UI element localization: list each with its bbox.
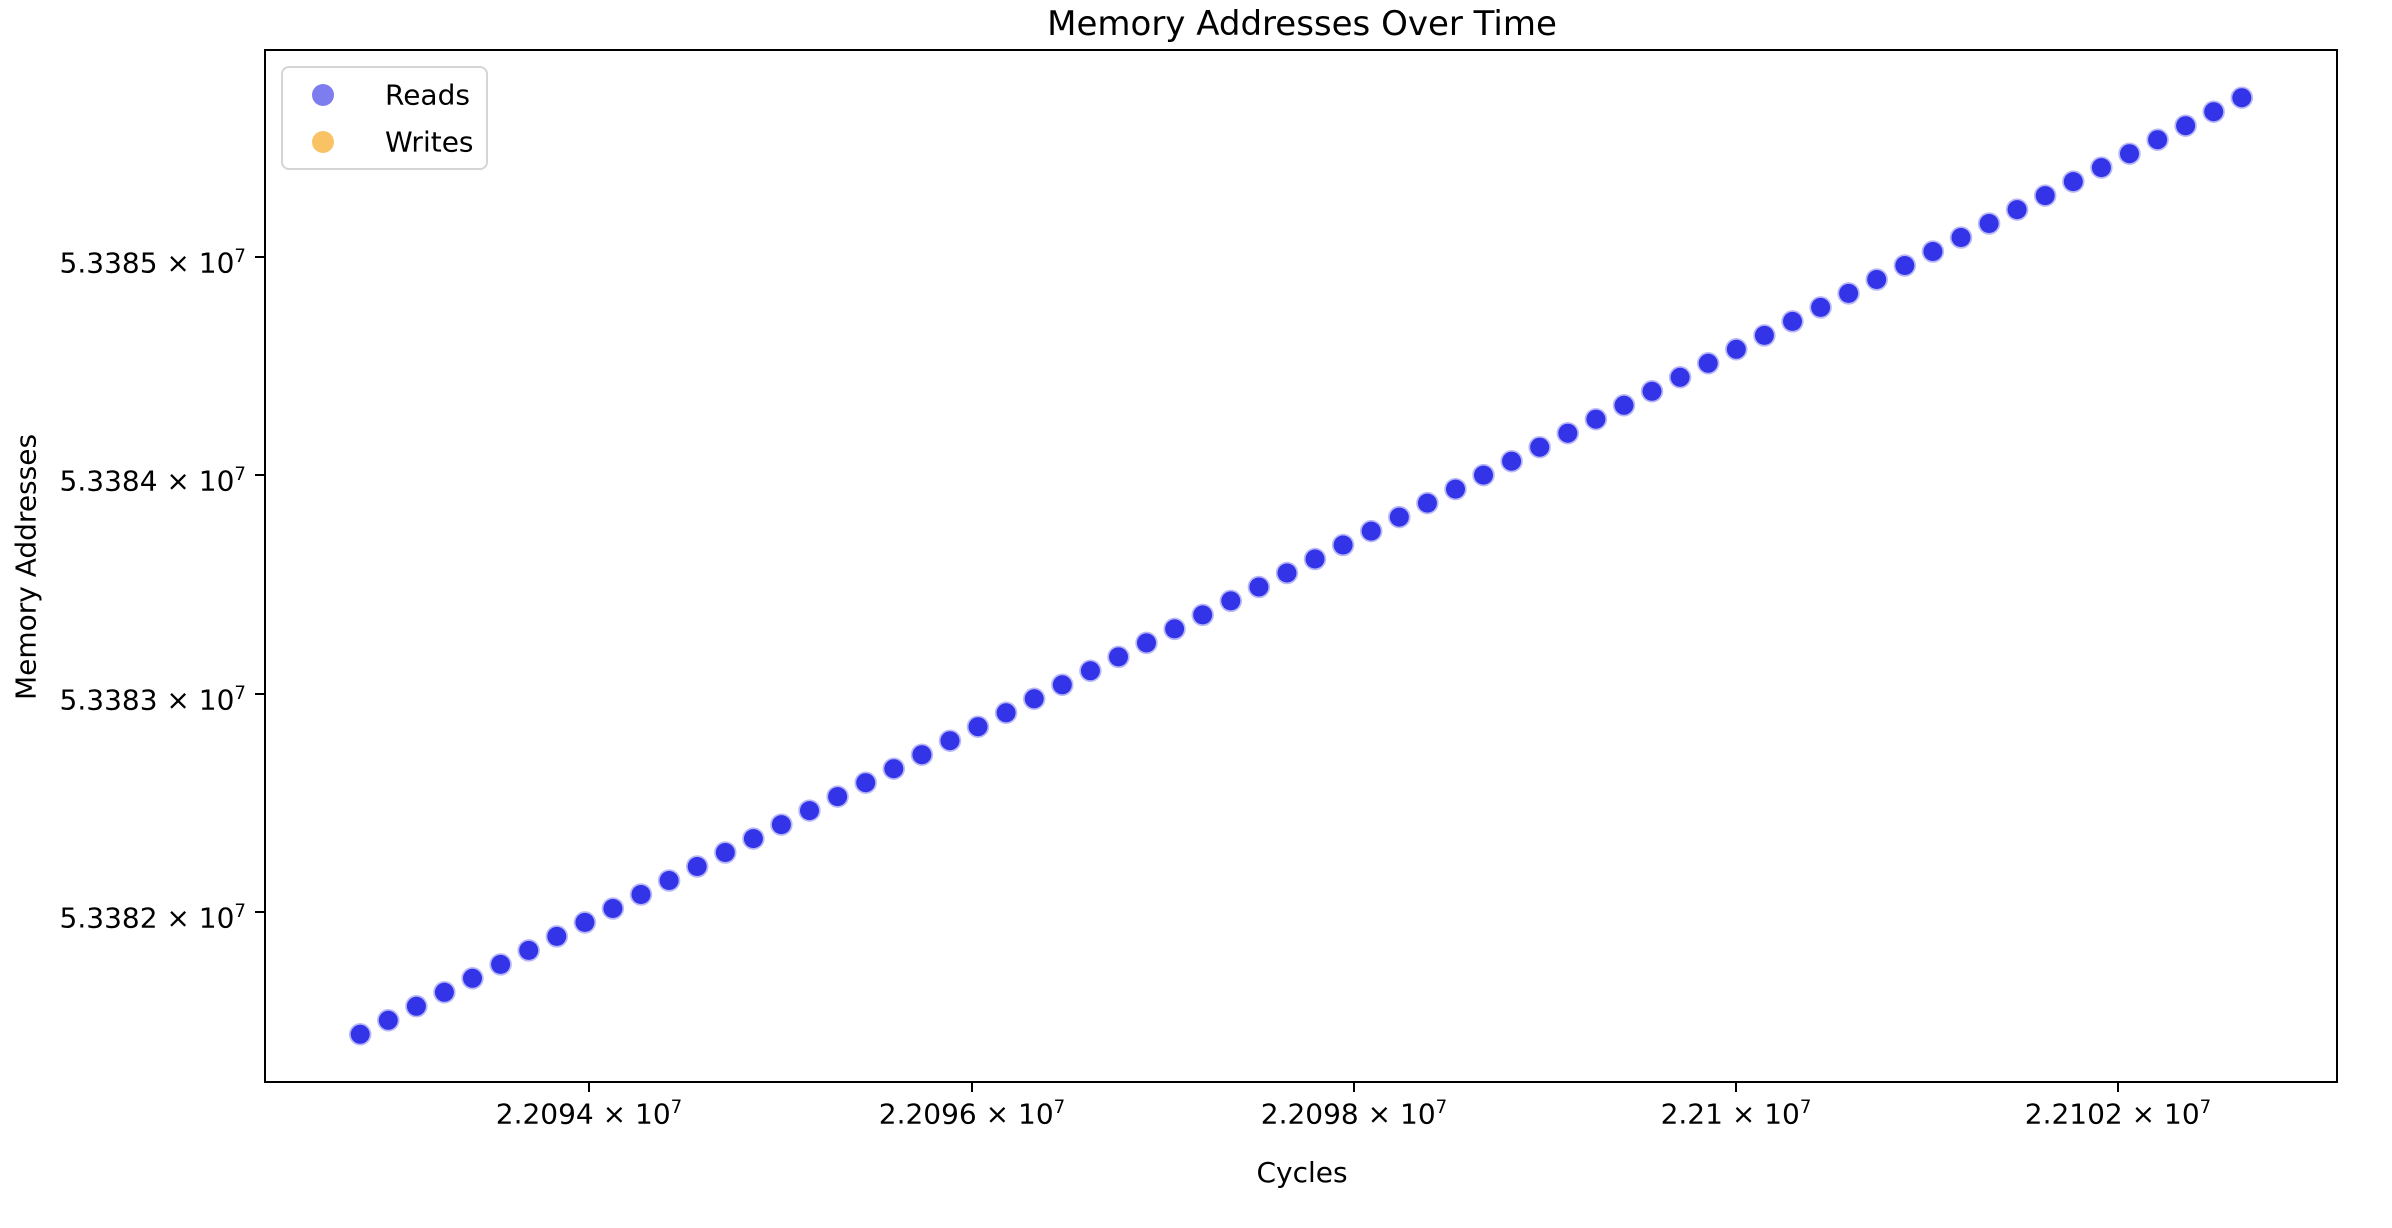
reads-data-point	[1107, 645, 1130, 669]
y-tick-mark	[255, 911, 265, 913]
reads-data-point	[742, 827, 765, 850]
reads-data-point	[1135, 631, 1158, 655]
reads-data-point	[1359, 519, 1383, 543]
reads-data-point	[489, 953, 512, 976]
reads-data-point	[1275, 561, 1299, 585]
reads-data-point	[714, 841, 737, 864]
reads-data-point	[1725, 338, 1748, 361]
reads-data-point	[1781, 310, 1804, 333]
reads-data-point	[461, 967, 484, 990]
reads-data-point	[1331, 533, 1355, 557]
reads-data-point	[377, 1009, 400, 1032]
y-tick-label: 5.3383 × 107	[59, 683, 246, 717]
reads-data-point	[629, 883, 653, 906]
reads-data-point	[854, 771, 877, 794]
x-tick-label: 2.21 × 107	[1660, 1097, 1812, 1131]
reads-data-point	[517, 939, 540, 962]
reads-data-point	[1584, 407, 1608, 431]
plot-area	[264, 49, 2338, 1083]
legend: Reads Writes	[281, 66, 488, 170]
reads-data-point	[1219, 589, 1243, 613]
reads-data-point	[2230, 86, 2254, 109]
reads-data-point	[1416, 491, 1439, 515]
y-tick-label: 5.3382 × 107	[59, 901, 246, 935]
x-tick-mark	[1735, 1082, 1737, 1092]
reads-data-point	[966, 715, 990, 738]
x-tick-mark	[971, 1082, 973, 1092]
reads-data-point	[1640, 380, 1664, 403]
reads-data-point	[1303, 547, 1327, 571]
legend-item-reads: Reads	[283, 72, 486, 118]
reads-data-point	[994, 701, 1018, 725]
x-tick-mark	[2117, 1082, 2119, 1092]
reads-marker-icon	[312, 84, 334, 106]
chart-title: Memory Addresses Over Time	[1047, 4, 1557, 44]
reads-data-point	[1696, 352, 1720, 375]
legend-item-writes: Writes	[283, 119, 486, 165]
reads-data-point	[1191, 603, 1214, 627]
reads-data-point	[938, 729, 962, 752]
y-tick-mark	[255, 693, 265, 695]
reads-data-point	[1668, 366, 1692, 389]
reads-data-point	[2062, 170, 2085, 193]
reads-data-point	[1893, 254, 1917, 277]
reads-data-point	[1500, 449, 1523, 473]
reads-data-point	[1753, 324, 1776, 347]
reads-data-point	[1388, 505, 1411, 529]
x-tick-label: 2.2102 × 107	[2024, 1097, 2212, 1131]
reads-data-point	[1949, 226, 1973, 249]
reads-data-point	[1977, 212, 2001, 235]
reads-data-point	[2090, 156, 2113, 179]
scatter-canvas	[348, 86, 2254, 1046]
reads-data-point	[770, 813, 793, 836]
legend-label-writes: Writes	[385, 125, 474, 159]
reads-data-point	[657, 869, 681, 892]
reads-data-point	[1472, 463, 1495, 487]
reads-data-point	[1612, 394, 1636, 417]
writes-marker-icon	[312, 131, 334, 153]
reads-data-point	[882, 757, 906, 780]
reads-data-point	[1022, 687, 1046, 711]
reads-data-point	[1865, 268, 1888, 291]
reads-data-point	[685, 855, 709, 878]
reads-data-point	[545, 925, 569, 948]
reads-data-point	[1528, 435, 1551, 459]
x-axis-label: Cycles	[1256, 1156, 1348, 1189]
reads-data-point	[405, 995, 428, 1018]
reads-data-point	[1809, 296, 1832, 319]
legend-label-reads: Reads	[385, 78, 470, 112]
reads-data-point	[2033, 184, 2057, 207]
reads-data-point	[1247, 575, 1271, 599]
y-tick-label: 5.3384 × 107	[59, 464, 246, 498]
reads-data-point	[601, 897, 625, 920]
reads-data-point	[433, 981, 456, 1004]
reads-data-point	[1051, 673, 1074, 697]
reads-data-point	[1079, 659, 1102, 683]
reads-data-point	[1556, 421, 1580, 445]
x-tick-label: 2.2094 × 107	[495, 1097, 683, 1131]
x-tick-mark	[1353, 1082, 1355, 1092]
reads-data-point	[2005, 198, 2029, 221]
reads-data-point	[573, 911, 597, 934]
reads-data-point	[1921, 240, 1945, 263]
x-tick-mark	[588, 1082, 590, 1092]
x-tick-label: 2.2096 × 107	[878, 1097, 1066, 1131]
reads-data-point	[2174, 114, 2197, 137]
reads-data-point	[1837, 282, 1860, 305]
reads-data-point	[910, 743, 934, 766]
reads-data-point	[1444, 477, 1467, 501]
reads-data-point	[2146, 128, 2169, 151]
y-tick-mark	[255, 256, 265, 258]
reads-data-point	[2202, 100, 2225, 123]
reads-data-point	[798, 799, 821, 822]
reads-data-point	[2118, 142, 2141, 165]
reads-data-point	[348, 1023, 372, 1046]
y-tick-mark	[255, 474, 265, 476]
reads-data-point	[1163, 617, 1186, 641]
x-tick-label: 2.2098 × 107	[1260, 1097, 1448, 1131]
reads-data-point	[826, 785, 849, 808]
y-tick-label: 5.3385 × 107	[59, 246, 246, 280]
